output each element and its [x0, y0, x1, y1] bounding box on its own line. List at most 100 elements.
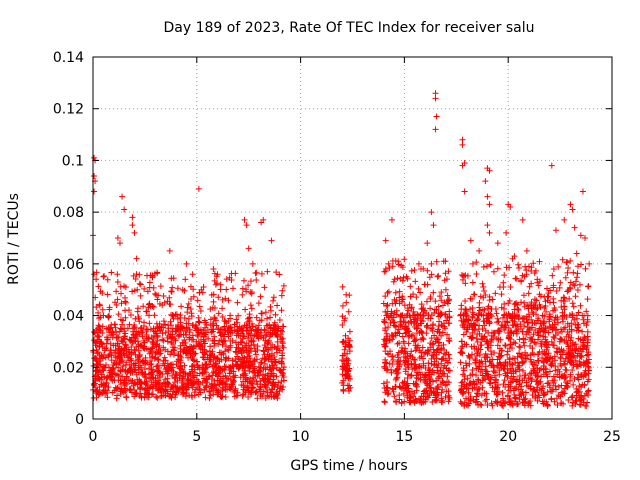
data-point — [394, 275, 401, 282]
data-point — [253, 388, 260, 395]
data-point — [422, 390, 429, 397]
data-point — [419, 398, 426, 405]
data-point — [433, 355, 440, 362]
data-point — [242, 370, 249, 377]
data-point — [396, 288, 403, 295]
data-point — [154, 349, 161, 356]
data-point — [215, 294, 222, 301]
data-point — [90, 362, 97, 369]
data-point — [571, 224, 578, 231]
data-point — [200, 354, 207, 361]
data-point — [519, 216, 526, 223]
data-point — [150, 381, 157, 388]
data-point — [181, 314, 188, 321]
data-point — [156, 380, 163, 387]
data-point — [91, 188, 98, 195]
data-point — [140, 359, 147, 366]
chart-title: Day 189 of 2023, Rate Of TEC Index for r… — [163, 20, 534, 36]
data-point — [263, 322, 270, 329]
data-point — [276, 388, 283, 395]
data-point — [487, 261, 494, 268]
data-point — [155, 368, 162, 375]
data-point — [219, 387, 226, 394]
data-point — [225, 347, 232, 354]
data-point — [395, 349, 402, 356]
data-point — [132, 337, 139, 344]
data-point — [148, 391, 155, 398]
data-point — [427, 305, 434, 312]
data-point — [513, 275, 520, 282]
data-point — [384, 379, 391, 386]
data-point — [567, 201, 574, 208]
data-point — [390, 386, 397, 393]
data-point — [164, 298, 171, 305]
data-point — [438, 322, 445, 329]
data-point — [413, 381, 420, 388]
data-point — [122, 387, 129, 394]
data-point — [390, 278, 397, 285]
data-point — [252, 270, 259, 277]
y-tick-label: 0.1 — [62, 153, 84, 169]
data-point — [96, 357, 103, 364]
data-point — [419, 344, 426, 351]
data-point — [413, 294, 420, 301]
data-point — [143, 391, 150, 398]
data-point — [409, 331, 416, 338]
data-point — [254, 343, 261, 350]
data-point — [195, 391, 202, 398]
data-point — [389, 263, 396, 270]
data-point — [199, 370, 206, 377]
y-tick-label: 0.08 — [53, 205, 84, 221]
data-points — [90, 90, 593, 410]
data-point — [572, 293, 579, 300]
y-tick-label: 0.14 — [53, 50, 84, 66]
data-point — [382, 265, 389, 272]
data-point — [207, 343, 214, 350]
x-tick-label: 5 — [192, 429, 201, 445]
data-point — [430, 390, 437, 397]
data-point — [397, 318, 404, 325]
data-point — [246, 317, 253, 324]
data-point — [442, 258, 449, 265]
data-point — [210, 357, 217, 364]
data-point — [184, 304, 191, 311]
data-point — [229, 285, 236, 292]
data-point — [492, 305, 499, 312]
data-point — [582, 265, 589, 272]
data-point — [585, 283, 592, 290]
data-point — [169, 391, 176, 398]
data-point — [343, 291, 350, 298]
data-point — [168, 288, 175, 295]
data-point — [484, 193, 491, 200]
data-point — [251, 332, 258, 339]
data-point — [104, 394, 111, 401]
data-point — [392, 376, 399, 383]
data-point — [556, 284, 563, 291]
data-point — [211, 314, 218, 321]
data-point — [208, 292, 215, 299]
data-point — [229, 337, 236, 344]
data-point — [388, 353, 395, 360]
data-point — [150, 304, 157, 311]
data-point — [240, 391, 247, 398]
data-point — [242, 384, 249, 391]
data-point — [121, 352, 128, 359]
data-point — [428, 209, 435, 216]
data-point — [171, 383, 178, 390]
data-point — [127, 387, 134, 394]
data-point — [114, 278, 121, 285]
data-point — [100, 273, 107, 280]
data-point — [164, 338, 171, 345]
data-point — [381, 343, 388, 350]
data-point — [94, 365, 101, 372]
data-point — [177, 363, 184, 370]
data-point — [400, 274, 407, 281]
data-point — [253, 378, 260, 385]
data-point — [387, 320, 394, 327]
data-point — [245, 335, 252, 342]
data-point — [258, 270, 265, 277]
data-point — [141, 345, 148, 352]
data-point — [270, 294, 277, 301]
data-point — [194, 297, 201, 304]
data-point — [239, 392, 246, 399]
